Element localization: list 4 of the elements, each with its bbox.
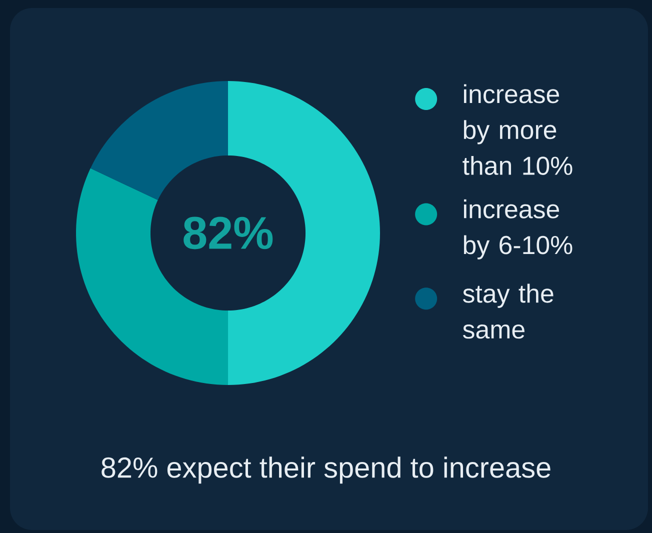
text: 82% expect their spend to increase bbox=[102, 456, 550, 484]
text: 82% bbox=[184, 216, 273, 250]
legend-label: increase by 6-10% bbox=[464, 199, 572, 260]
legend-label: stay the same bbox=[463, 284, 554, 339]
